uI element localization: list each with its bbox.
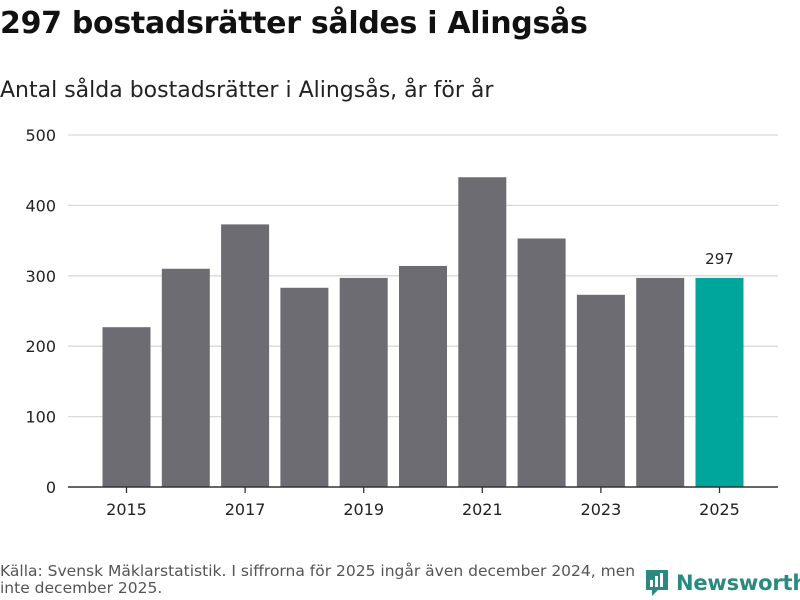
bar-2020 [399, 265, 447, 487]
x-tick-label: 2019 [343, 500, 384, 519]
bar-2021 [458, 177, 507, 488]
y-tick-label: 300 [25, 267, 56, 286]
newsworthy-logo-icon [646, 570, 668, 596]
y-tick-label: 0 [46, 478, 56, 497]
x-tick-label: 2023 [581, 500, 622, 519]
bar-chart: 0 100 200 300 400 500 2015 2017 2019 2021 2023 2025… [25, 126, 778, 519]
bar-2018 [280, 287, 329, 487]
x-tick-label: 2015 [106, 500, 147, 519]
chart-title: 297 bostadsrätter såldes i Alingsås [0, 6, 588, 41]
x-tick-label: 2021 [462, 500, 503, 519]
bar-2022 [517, 238, 566, 487]
bar-2017 [221, 224, 270, 487]
bar-2023 [576, 294, 625, 487]
y-tick-label: 200 [25, 337, 56, 356]
brand: Newsworthy [644, 568, 800, 598]
bar-2015 [102, 327, 151, 487]
x-tick-label: 2017 [225, 500, 266, 519]
brand-name: Newsworthy [676, 571, 800, 595]
x-tick-label: 2025 [699, 500, 740, 519]
bar-2024 [636, 277, 685, 487]
bar-2019 [339, 277, 388, 487]
bar-2025 [695, 277, 744, 487]
y-tick-label: 400 [25, 196, 56, 215]
y-tick-label: 500 [25, 126, 56, 145]
data-label: 297 [705, 250, 734, 268]
chart-subtitle: Antal sålda bostadsrätter i Alingsås, år… [0, 78, 494, 103]
y-tick-label: 100 [25, 408, 56, 427]
bar-2016 [161, 268, 210, 487]
source-note: Källa: Svensk Mäklarstatistik. I siffror… [0, 562, 636, 597]
